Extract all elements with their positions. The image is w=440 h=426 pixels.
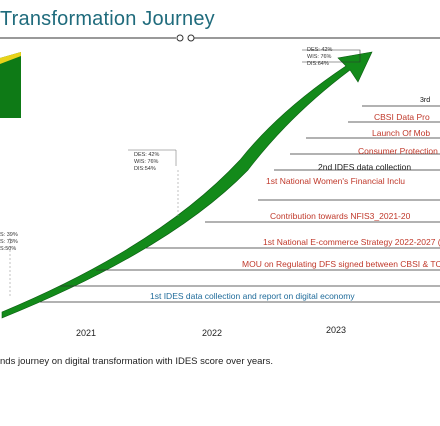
milestone-womens-financial: 1st National Women's Financial Inclu	[266, 176, 405, 186]
score-block-middle: DES: 42% WIS: 76% DIS:54%	[134, 152, 159, 173]
green-block	[0, 52, 21, 118]
score-dis: DIS:54%	[134, 166, 156, 172]
score-callout-middle	[128, 149, 177, 166]
score-block-top: DES: 42% WIS: 76% DIS:64%	[307, 47, 332, 68]
year-2023: 2023	[326, 325, 347, 335]
score-dis: DIS:64%	[307, 61, 329, 67]
score-des: DES: 42%	[307, 47, 333, 53]
year-2021: 2021	[76, 328, 97, 338]
journey-arrow	[1, 51, 373, 319]
score-des: DES: 42%	[134, 152, 160, 158]
score-wis: S: 78%	[0, 239, 18, 245]
milestone-consumer-protection: Consumer Protection	[358, 146, 438, 156]
milestone-cbsi-data-pro: CBSI Data Pro	[374, 112, 430, 122]
score-callout-top	[302, 49, 361, 63]
timeline-node	[176, 34, 184, 42]
figure-caption: nds journey on digital transformation wi…	[0, 356, 273, 367]
score-block-left: S: 39% S: 78% S:50%	[0, 232, 18, 253]
score-dis: S:50%	[0, 246, 17, 252]
milestone-launch-mob: Launch Of Mob	[372, 128, 431, 138]
milestone-2nd-ides: 2nd IDES data collection	[318, 162, 412, 172]
milestone-3rd: 3rd	[420, 97, 431, 104]
score-wis: WIS: 76%	[307, 54, 332, 60]
milestone-ecommerce-strategy: 1st National E-commerce Strategy 2022-20…	[263, 237, 440, 247]
milestone-nfis3: Contribution towards NFIS3_2021-20	[270, 211, 411, 221]
milestone-1st-ides: 1st IDES data collection and report on d…	[150, 291, 355, 301]
score-wis: WIS: 76%	[134, 159, 159, 165]
green-block-highlight	[0, 52, 21, 64]
milestone-mou-dfs: MOU on Regulating DFS signed between CBS…	[242, 259, 440, 269]
page-title: Transformation Journey	[0, 8, 215, 30]
score-des: S: 39%	[0, 232, 18, 238]
year-2022: 2022	[202, 328, 223, 338]
timeline-node	[187, 34, 195, 42]
